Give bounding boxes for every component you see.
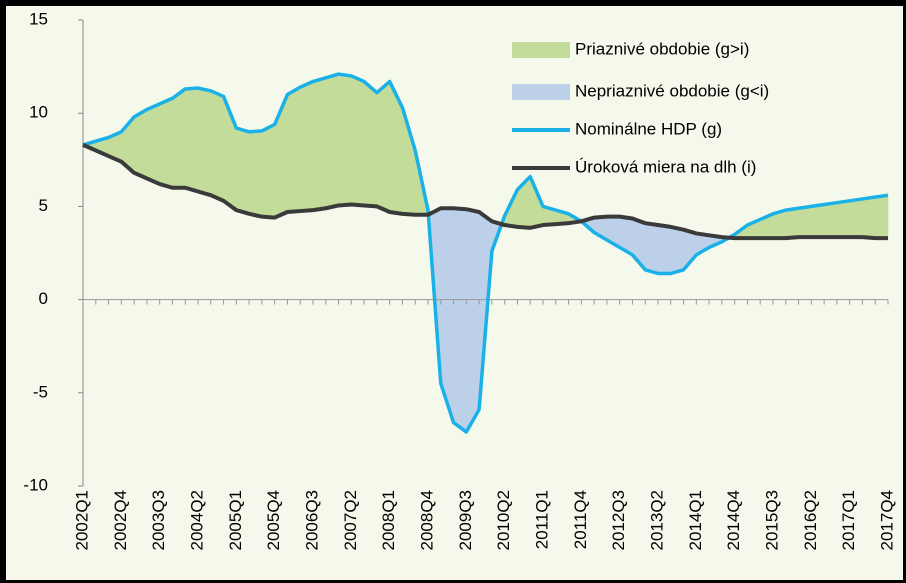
favorable-area — [248, 130, 263, 218]
unfavorable-area — [657, 224, 672, 274]
favorable-area — [325, 73, 339, 209]
unfavorable-area — [466, 208, 480, 434]
y-tick-label: 15 — [29, 9, 48, 28]
x-tick-label: 2015Q3 — [762, 490, 781, 551]
legend-swatch — [512, 42, 570, 58]
x-tick-label: 2010Q2 — [494, 490, 513, 551]
favorable-area — [811, 204, 825, 238]
x-tick-label: 2013Q2 — [647, 490, 666, 551]
favorable-area — [261, 123, 275, 218]
favorable-area — [159, 97, 173, 189]
favorable-area — [133, 108, 148, 179]
favorable-area — [184, 87, 199, 192]
favorable-area — [338, 73, 352, 206]
x-tick-label: 2002Q1 — [72, 490, 91, 551]
line — [82, 72, 889, 434]
y-tick-label: 5 — [39, 196, 48, 215]
legend-label: Nominálne HDP (g) — [575, 119, 722, 138]
x-tick-label: 2005Q4 — [264, 490, 283, 551]
legend-label: Priaznivé obdobie (g>i) — [575, 39, 749, 58]
x-tick-label: 2004Q2 — [187, 490, 206, 551]
x-tick-label: 2014Q4 — [724, 490, 743, 551]
favorable-area — [862, 196, 876, 239]
x-tick-label: 2017Q1 — [839, 490, 858, 551]
unfavorable-area — [644, 222, 659, 274]
favorable-area — [363, 80, 378, 207]
favorable-area — [210, 90, 224, 202]
x-tick-label: 2017Q4 — [877, 490, 896, 551]
favorable-area — [849, 198, 863, 238]
line — [82, 143, 888, 241]
x-tick-label: 2007Q2 — [341, 490, 360, 551]
favorable-area — [236, 127, 250, 215]
x-tick-label: 2005Q1 — [226, 490, 245, 551]
favorable-area — [197, 87, 212, 196]
favorable-area — [836, 200, 850, 238]
x-tick-label: 2008Q4 — [417, 490, 436, 551]
y-tick-label: 10 — [29, 103, 48, 122]
y-tick-label: -5 — [33, 382, 48, 401]
favorable-area — [172, 88, 186, 189]
x-tick-label: 2006Q3 — [302, 490, 321, 551]
y-tick-label: -10 — [23, 475, 48, 494]
x-tick-label: 2002Q4 — [111, 490, 130, 551]
favorable-area — [299, 81, 314, 212]
unfavorable-area — [670, 226, 684, 274]
favorable-area — [376, 80, 390, 213]
x-tick-label: 2009Q3 — [456, 490, 475, 551]
legend-label: Nepriaznivé obdobie (g<i) — [575, 81, 769, 100]
x-tick-label: 2003Q3 — [149, 490, 168, 551]
unfavorable-area — [453, 207, 467, 433]
x-tick-label: 2008Q1 — [379, 490, 398, 551]
x-tick-label: 2011Q1 — [532, 490, 551, 549]
favorable-area — [798, 206, 812, 238]
favorable-area — [823, 202, 838, 238]
legend-swatch — [512, 84, 570, 100]
x-tick-label: 2011Q4 — [571, 490, 590, 549]
favorable-area — [874, 194, 889, 239]
x-tick-label: 2012Q3 — [609, 490, 628, 551]
favorable-area — [351, 75, 365, 206]
favorable-area — [312, 77, 327, 211]
x-tick-label: 2014Q1 — [686, 490, 705, 551]
favorable-area — [146, 103, 160, 185]
favorable-area — [785, 207, 799, 239]
favorable-area — [287, 86, 301, 213]
legend-label: Úroková miera na dlh (i) — [575, 157, 756, 176]
x-tick-label: 2016Q2 — [801, 490, 820, 551]
y-tick-label: 0 — [39, 289, 48, 308]
